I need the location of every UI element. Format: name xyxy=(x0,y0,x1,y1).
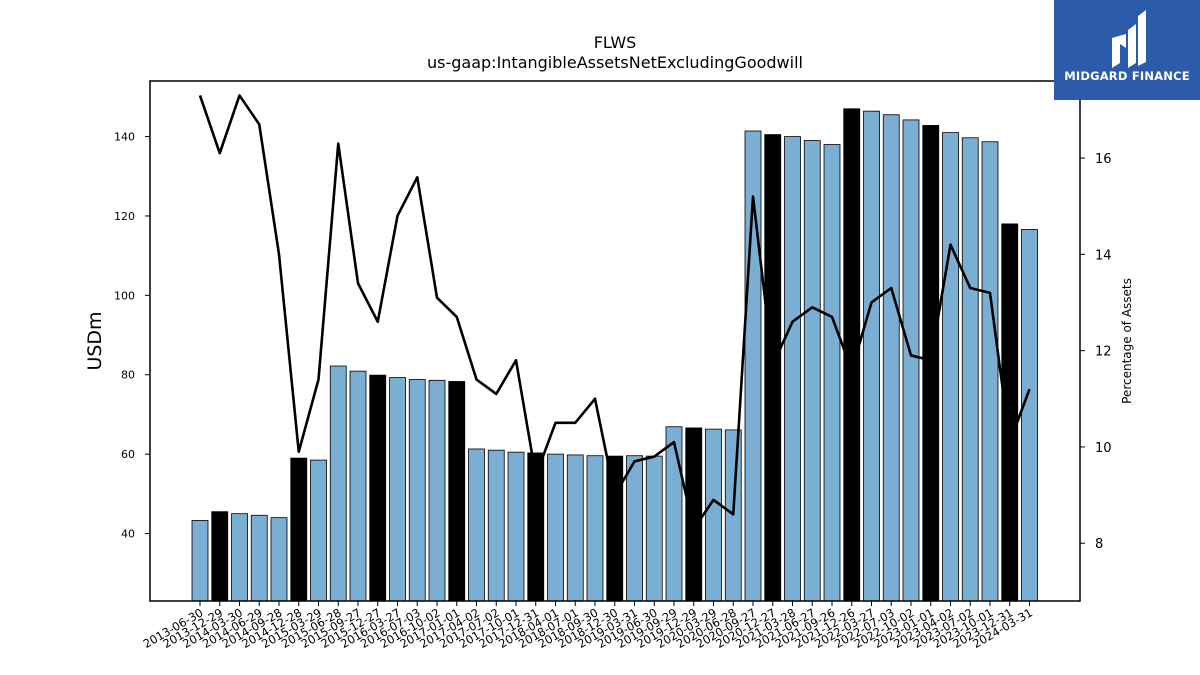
y2-tick-label: 10 xyxy=(1095,441,1112,456)
bar-2013-06-30 xyxy=(191,520,209,602)
bar-2015-09-27 xyxy=(349,370,367,602)
bar-2014-09-28 xyxy=(270,517,288,602)
y-axis-label: USDm xyxy=(84,311,106,370)
bar-2017-07-02 xyxy=(487,449,505,602)
bar-2016-03-27 xyxy=(389,377,406,602)
y-tick-label: 80 xyxy=(121,369,135,382)
bar-2024-03-31 xyxy=(1021,229,1038,602)
bar-2016-10-02 xyxy=(428,379,446,602)
bar-2023-07-02 xyxy=(961,137,979,602)
percentage-line xyxy=(198,94,1031,531)
bar-2019-12-29 xyxy=(685,427,703,602)
bar-2018-07-01 xyxy=(566,454,584,602)
bar-2022-10-02 xyxy=(902,119,920,602)
chart-title: FLWS xyxy=(594,33,637,52)
y-axis-left: 40 60 80 100 120 140 xyxy=(114,131,150,541)
bar-2019-09-29 xyxy=(665,426,683,602)
bar-2018-04-01 xyxy=(547,453,564,602)
bar-2021-03-28 xyxy=(784,136,801,602)
y-tick-label: 100 xyxy=(114,289,135,302)
bar-2017-01-01 xyxy=(448,381,466,602)
bar-2023-04-02 xyxy=(942,132,959,602)
bar-2020-12-27 xyxy=(764,134,782,602)
bar-2014-12-28 xyxy=(290,457,308,602)
y2-tick-label: 16 xyxy=(1095,152,1112,167)
y-axis-right: 8 10 12 14 16 xyxy=(1080,152,1112,552)
y-tick-label: 140 xyxy=(114,131,135,144)
brand-logo: MIDGARD FINANCE xyxy=(1054,0,1200,100)
bar-2015-06-28 xyxy=(329,365,347,602)
bar-2023-10-01 xyxy=(981,141,999,602)
y-tick-label: 60 xyxy=(121,448,135,461)
bar-2020-03-29 xyxy=(705,428,722,602)
bar-2013-12-29 xyxy=(211,511,229,602)
y2-tick-label: 14 xyxy=(1095,248,1112,263)
logo-mark-icon xyxy=(1112,10,1146,68)
bar-2021-06-27 xyxy=(803,140,821,602)
bar-2014-06-29 xyxy=(250,514,268,602)
bar-2018-12-30 xyxy=(606,455,624,602)
bar-2021-09-26 xyxy=(823,144,841,602)
logo-text: MIDGARD FINANCE xyxy=(1064,69,1190,83)
bar-2022-03-27 xyxy=(863,110,880,602)
chart-subtitle: us-gaap:IntangibleAssetsNetExcludingGood… xyxy=(427,53,803,72)
y-tick-label: 120 xyxy=(114,210,135,223)
bar-2015-12-27 xyxy=(369,374,387,602)
bar-2022-07-03 xyxy=(882,114,900,602)
bar-2019-03-31 xyxy=(626,455,643,602)
y2-tick-label: 8 xyxy=(1095,537,1103,552)
bar-2015-03-29 xyxy=(310,459,327,602)
y-tick-label: 40 xyxy=(121,528,135,541)
bar-series xyxy=(191,108,1038,602)
bar-2019-06-30 xyxy=(645,455,663,602)
bar-2016-07-03 xyxy=(408,379,426,602)
line-series xyxy=(198,94,1031,531)
y2-axis-label: Percentage of Assets xyxy=(1120,278,1134,404)
bar-2017-04-02 xyxy=(468,448,485,602)
bar-2018-09-30 xyxy=(586,455,604,602)
x-axis: 2013-06-302013-12-292014-03-302014-06-29… xyxy=(141,601,1035,651)
y2-tick-label: 12 xyxy=(1095,345,1112,360)
bar-2023-01-01 xyxy=(922,125,940,602)
bar-2023-12-31 xyxy=(1001,223,1019,602)
bar-2014-03-30 xyxy=(231,513,248,602)
bar-2017-10-01 xyxy=(507,451,525,602)
